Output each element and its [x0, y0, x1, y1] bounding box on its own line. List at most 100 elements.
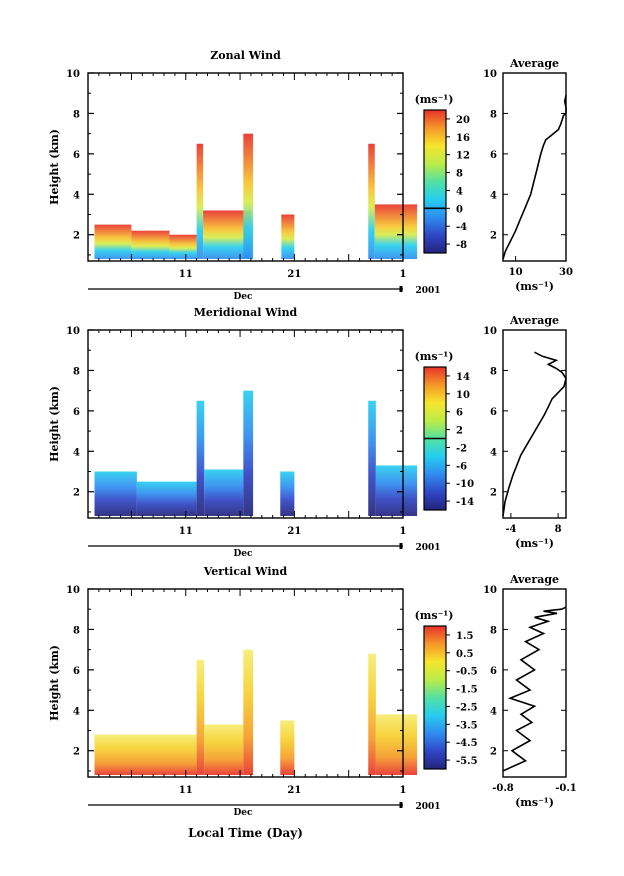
panel-title: Zonal Wind	[210, 49, 281, 62]
data-region-2	[136, 481, 197, 516]
profile-unit: (ms⁻¹)	[515, 537, 554, 550]
y-tick-label: 2	[73, 747, 80, 758]
data-region-6	[368, 653, 376, 775]
year-label: 2001	[415, 286, 440, 296]
profile-frame	[502, 588, 567, 778]
month-label: Dec	[233, 549, 253, 559]
profile-y-tick-label: 8	[490, 625, 497, 636]
profile-x-tick-label: -0.8	[492, 783, 514, 794]
x-tick-label: 21	[287, 785, 301, 796]
y-tick-label: 8	[73, 109, 80, 120]
colorbar-tick-label: 4	[456, 186, 463, 197]
month-label: Dec	[233, 808, 253, 818]
y-tick-label: 10	[66, 326, 80, 337]
profile-frame	[502, 329, 567, 519]
colorbar-tick-label: -0.5	[456, 667, 478, 678]
y-tick-label: 6	[73, 666, 80, 677]
y-axis-label: Height (km)	[48, 645, 61, 721]
profile-x-tick-label: 30	[559, 267, 573, 278]
colorbar-tick-label: -8	[456, 240, 467, 251]
colorbar-tick-label: -1.5	[456, 685, 478, 696]
profile-y-tick-label: 6	[490, 150, 497, 161]
x-tick-label: 11	[179, 785, 193, 796]
x-tick-label: 1	[400, 269, 407, 280]
colorbar-tick-label: -4.5	[456, 738, 478, 749]
profile-line	[502, 606, 567, 772]
profile-y-tick-label: 4	[490, 706, 497, 717]
data-region-4	[196, 143, 204, 259]
colorbar-tick-label: -14	[456, 497, 474, 508]
colorbar-tick-label: -2	[456, 443, 467, 454]
colorbar-tick-label: 10	[456, 390, 470, 401]
colorbar	[423, 109, 447, 254]
data-region-5	[243, 390, 254, 516]
x-axis-label: Local Time (Day)	[188, 826, 303, 840]
x-tick-label: 21	[287, 526, 301, 537]
data-region-3	[196, 400, 205, 516]
profile-frame	[502, 72, 567, 262]
y-tick-label: 6	[73, 150, 80, 161]
plot-frame	[87, 329, 404, 519]
colorbar	[423, 625, 447, 770]
profile-y-tick-label: 4	[490, 190, 497, 201]
colorbar-tick-label: 1.5	[456, 631, 473, 642]
profile-y-tick-label: 6	[490, 666, 497, 677]
data-region-8	[375, 465, 418, 516]
data-region-7	[368, 400, 376, 516]
data-region-3	[204, 724, 244, 775]
x-tick-label: 1	[400, 526, 407, 537]
x-tick-label: 11	[179, 526, 193, 537]
profile-unit: (ms⁻¹)	[515, 280, 554, 293]
profile-x-tick-label: 10	[509, 267, 523, 278]
y-tick-label: 2	[73, 231, 80, 242]
y-tick-label: 4	[73, 190, 80, 201]
profile-x-tick-label: -4	[505, 524, 516, 535]
profile-unit: (ms⁻¹)	[515, 796, 554, 809]
data-region-2	[196, 659, 205, 775]
profile-line	[502, 95, 567, 260]
profile-y-tick-label: 8	[490, 109, 497, 120]
colorbar-tick-label: 16	[456, 133, 470, 144]
colorbar-unit: (ms⁻¹)	[415, 93, 454, 106]
y-tick-label: 8	[73, 625, 80, 636]
colorbar-tick-label: -10	[456, 479, 474, 490]
data-region-9	[374, 204, 418, 259]
month-label: Dec	[233, 292, 253, 302]
profile-title: Average	[509, 314, 559, 327]
profile-y-tick-label: 4	[490, 447, 497, 458]
y-tick-label: 6	[73, 407, 80, 418]
y-tick-label: 10	[66, 585, 80, 596]
data-region-1	[94, 471, 137, 516]
data-region-7	[375, 714, 418, 775]
data-region-2	[131, 230, 170, 259]
colorbar-tick-label: 6	[456, 408, 463, 419]
profile-y-tick-label: 2	[490, 231, 497, 242]
y-tick-label: 4	[73, 706, 80, 717]
colorbar-unit: (ms⁻¹)	[415, 350, 454, 363]
colorbar-tick-label: -3.5	[456, 720, 478, 731]
colorbar-tick-label: 20	[456, 115, 470, 126]
data-region-6	[243, 133, 254, 259]
profile-line	[502, 351, 567, 517]
panel-title: Meridional Wind	[194, 306, 298, 319]
colorbar-tick-label: -2.5	[456, 702, 478, 713]
data-region-4	[243, 649, 254, 775]
colorbar-tick-label: 0.5	[456, 649, 473, 660]
panel-title: Vertical Wind	[203, 565, 288, 578]
data-region-3	[169, 234, 197, 259]
plot-frame	[87, 72, 404, 262]
colorbar-tick-label: 12	[456, 151, 470, 162]
colorbar-tick-label: 8	[456, 169, 463, 180]
y-axis-label: Height (km)	[48, 386, 61, 462]
profile-x-tick-label: 8	[555, 524, 562, 535]
y-tick-label: 4	[73, 447, 80, 458]
colorbar-tick-label: -4	[456, 222, 467, 233]
profile-y-tick-label: 8	[490, 366, 497, 377]
colorbar-unit: (ms⁻¹)	[415, 609, 454, 622]
y-tick-label: 8	[73, 366, 80, 377]
y-axis-label: Height (km)	[48, 129, 61, 205]
profile-y-tick-label: 2	[490, 747, 497, 758]
